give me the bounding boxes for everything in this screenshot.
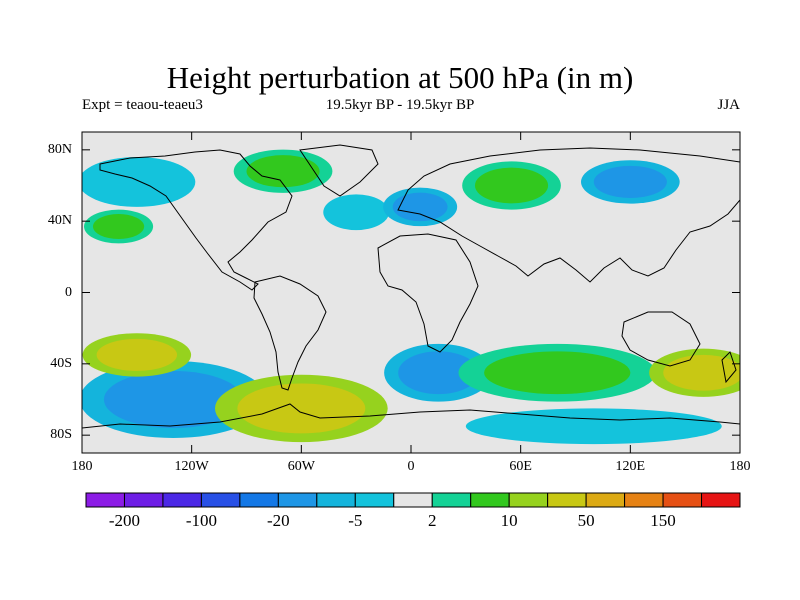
colorbar-box-9	[431, 492, 472, 508]
coastline-new-zealand	[721, 351, 737, 384]
x-tick-label: 180	[71, 459, 93, 474]
coastline-africa	[377, 233, 479, 353]
colorbar-box-6	[316, 492, 356, 508]
colorbar-box-15	[662, 492, 703, 508]
x-tick-label: 180	[729, 459, 751, 474]
y-tick-label: 40N	[47, 213, 72, 229]
anomaly-region-7	[103, 370, 243, 429]
anomaly-layer	[82, 148, 740, 451]
colorbar-box-2	[162, 492, 202, 508]
x-tick-label: 60E	[509, 459, 532, 474]
colorbar-label: -100	[185, 511, 217, 530]
y-tick-label: 80N	[47, 141, 72, 157]
colorbar-box-16	[701, 492, 741, 508]
period-label: 19.5kyr BP - 19.5kyr BP	[325, 97, 475, 113]
colorbar-box-5	[277, 492, 318, 508]
colorbar-box-8	[393, 492, 433, 508]
coastline-south-america	[253, 275, 327, 391]
anomaly-region-2	[246, 155, 320, 188]
anomaly-region-12	[663, 354, 740, 391]
anomaly-region-10	[398, 351, 479, 395]
colorbar-box-13	[585, 492, 626, 508]
anomaly-region-4	[474, 167, 549, 204]
colorbar-box-3	[200, 492, 241, 508]
anomaly-region-13	[465, 408, 722, 445]
colorbar-boxes	[85, 492, 741, 508]
colorbar-box-4	[239, 492, 279, 508]
colorbar-box-7	[354, 492, 395, 508]
coastline-antarctica	[82, 403, 740, 429]
colorbar-label: -20	[267, 511, 290, 530]
anomaly-region-1	[92, 214, 145, 239]
colorbar-box-14	[624, 492, 664, 508]
anomaly-region-9	[237, 383, 366, 434]
colorbar-box-10	[470, 492, 510, 508]
y-tick-label: 80S	[50, 427, 72, 443]
colorbar-box-11	[508, 492, 549, 508]
anomaly-region-8	[96, 338, 178, 371]
y-tick-label: 0	[65, 284, 72, 300]
colorbar-box-1	[123, 492, 164, 508]
axis-ticks	[81, 132, 741, 453]
coastline-eurasia	[397, 147, 740, 283]
colorbar-box-0	[85, 492, 125, 508]
colorbar-box-12	[547, 492, 587, 508]
y-tick-label: 40S	[50, 355, 72, 371]
colorbar-label: 150	[650, 511, 676, 530]
x-tick-label: 60W	[287, 459, 315, 474]
x-tick-label: 0	[407, 459, 415, 474]
colorbar-label: 10	[500, 511, 518, 530]
colorbar-label: -5	[348, 511, 363, 530]
coastline-greenland	[299, 144, 379, 197]
x-tick-label: 120W	[174, 459, 209, 474]
anomaly-region-11	[484, 351, 631, 395]
anomaly-region-6	[392, 192, 448, 222]
plot-title: Height perturbation at 500 hPa (in m)	[166, 60, 634, 95]
experiment-label: Expt = teaou-teaeu3	[82, 97, 203, 113]
colorbar-label: 2	[427, 511, 437, 530]
anomaly-region-5	[593, 165, 667, 198]
colorbar-label: 50	[577, 511, 595, 530]
anomaly-region-3	[323, 194, 390, 231]
anomaly-region-0	[82, 156, 196, 207]
colorbar-label: -200	[108, 511, 141, 530]
coastline-australia	[621, 311, 701, 367]
coastline-north-america	[99, 149, 293, 291]
season-label: JJA	[717, 97, 740, 113]
coastline-layer	[82, 144, 740, 429]
x-tick-label: 120E	[615, 459, 646, 474]
